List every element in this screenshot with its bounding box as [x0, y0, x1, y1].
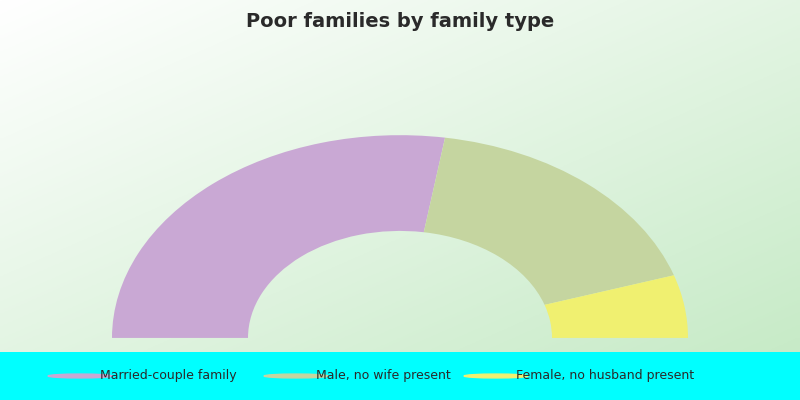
Wedge shape [424, 138, 674, 305]
Wedge shape [545, 275, 688, 338]
Circle shape [264, 374, 328, 378]
Text: Poor families by family type: Poor families by family type [246, 12, 554, 31]
Text: Female, no husband present: Female, no husband present [516, 370, 694, 382]
Circle shape [48, 374, 112, 378]
Wedge shape [112, 135, 445, 338]
Text: Male, no wife present: Male, no wife present [316, 370, 450, 382]
Text: Married-couple family: Married-couple family [100, 370, 237, 382]
Circle shape [464, 374, 528, 378]
